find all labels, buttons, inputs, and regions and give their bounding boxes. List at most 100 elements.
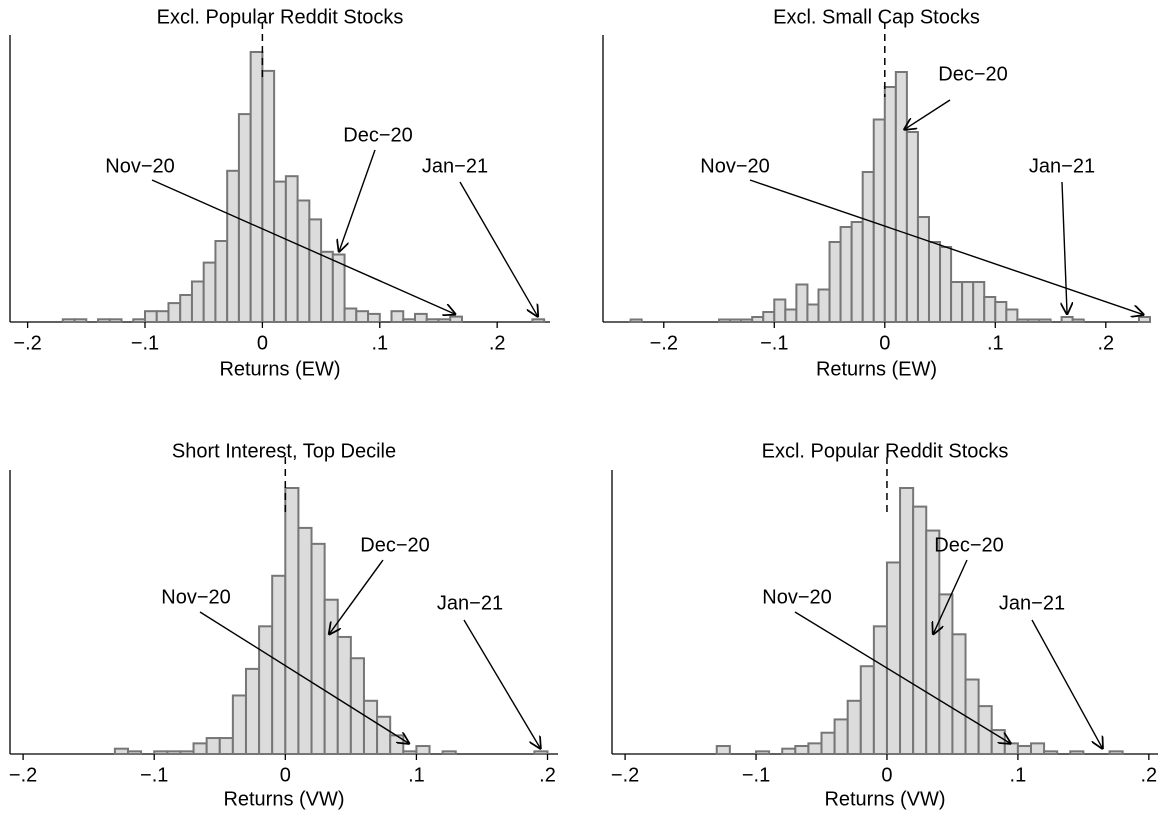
bar <box>126 750 143 756</box>
bar <box>885 561 902 755</box>
bar <box>167 302 182 324</box>
bar <box>629 318 643 323</box>
x-tick-label: .2 <box>1097 332 1114 354</box>
annotation-label: Jan−21 <box>422 155 488 177</box>
bar <box>202 261 217 324</box>
bar <box>751 316 765 323</box>
x-axis-label: Returns (EW) <box>816 358 937 380</box>
bar <box>349 657 365 755</box>
bar <box>715 745 731 756</box>
bar <box>859 665 875 755</box>
bar <box>205 737 221 755</box>
bar <box>144 310 158 324</box>
bar <box>861 171 875 323</box>
bar <box>755 750 771 756</box>
chart-title: Excl. Small Cap Stocks <box>773 6 980 28</box>
bar <box>817 288 831 323</box>
x-tick-label: −.1 <box>131 332 159 354</box>
bar <box>833 718 849 755</box>
bar <box>323 598 339 755</box>
annotation-label: Dec−20 <box>938 63 1008 85</box>
bar <box>425 318 440 323</box>
x-tick-label: .2 <box>539 764 556 786</box>
bar <box>795 283 809 323</box>
annotation-label: Nov−20 <box>105 155 175 177</box>
bar <box>951 633 967 755</box>
bar <box>179 750 195 756</box>
bar <box>218 737 234 755</box>
x-tick-label: 0 <box>257 332 268 354</box>
bar <box>1108 750 1124 756</box>
annotation-arrow <box>904 99 951 130</box>
bar <box>244 667 261 756</box>
bar <box>390 310 405 324</box>
annotation-arrow <box>463 619 541 749</box>
bar <box>310 542 326 755</box>
x-tick-label: 0 <box>881 764 892 786</box>
bar <box>1137 316 1151 323</box>
bar <box>938 593 954 756</box>
bar <box>905 131 919 323</box>
x-axis-label: Returns (VW) <box>223 788 344 810</box>
x-tick-label: −.2 <box>13 332 41 354</box>
bar <box>718 318 732 323</box>
bar <box>258 625 274 756</box>
annotation-arrow <box>151 179 456 315</box>
bar <box>1071 318 1085 323</box>
x-tick-label: .1 <box>371 332 388 354</box>
bar <box>1060 316 1074 323</box>
bar <box>927 241 942 323</box>
bar <box>1038 318 1052 323</box>
bar <box>273 180 287 323</box>
bar <box>336 635 352 756</box>
bar <box>899 487 915 755</box>
bar <box>192 742 208 755</box>
bar <box>850 221 864 323</box>
bar <box>939 246 953 323</box>
annotation-label: Dec−20 <box>343 124 413 146</box>
bar <box>132 318 146 323</box>
x-tick-label: −.1 <box>140 764 168 786</box>
bar <box>97 318 111 323</box>
bar <box>376 715 392 756</box>
x-tick-label: 0 <box>879 332 890 354</box>
x-tick-label: −.2 <box>650 332 678 354</box>
x-tick-label: −.1 <box>760 332 788 354</box>
x-tick-label: −.1 <box>742 764 770 786</box>
bar <box>108 318 123 323</box>
bar <box>533 750 549 756</box>
bar <box>912 505 928 755</box>
bar <box>828 241 842 323</box>
bar <box>784 308 798 323</box>
bar <box>73 318 88 323</box>
bar <box>284 175 299 323</box>
bar <box>249 51 264 323</box>
bar <box>331 253 346 323</box>
bar <box>1016 745 1032 756</box>
bar <box>284 487 300 755</box>
bar <box>61 318 76 323</box>
annotation-arrow <box>459 181 538 317</box>
bar <box>883 86 897 323</box>
bar <box>820 731 836 755</box>
bar <box>872 118 886 323</box>
bar <box>362 699 379 755</box>
bar <box>237 113 252 323</box>
annotation-arrow <box>794 611 1011 744</box>
bar <box>807 742 823 755</box>
annotation-arrow <box>749 179 1144 315</box>
bar <box>190 280 205 323</box>
bar <box>415 745 431 756</box>
annotation-arrow <box>933 559 968 635</box>
bar <box>308 218 323 323</box>
x-axis-label: Returns (EW) <box>219 358 340 380</box>
bar <box>320 250 334 323</box>
bar <box>1027 318 1041 323</box>
bar <box>449 315 463 324</box>
bar <box>531 318 546 323</box>
annotation-arrow <box>339 149 376 253</box>
bar <box>343 307 358 323</box>
bar <box>740 318 754 323</box>
bar <box>166 750 182 756</box>
bar <box>773 298 787 323</box>
